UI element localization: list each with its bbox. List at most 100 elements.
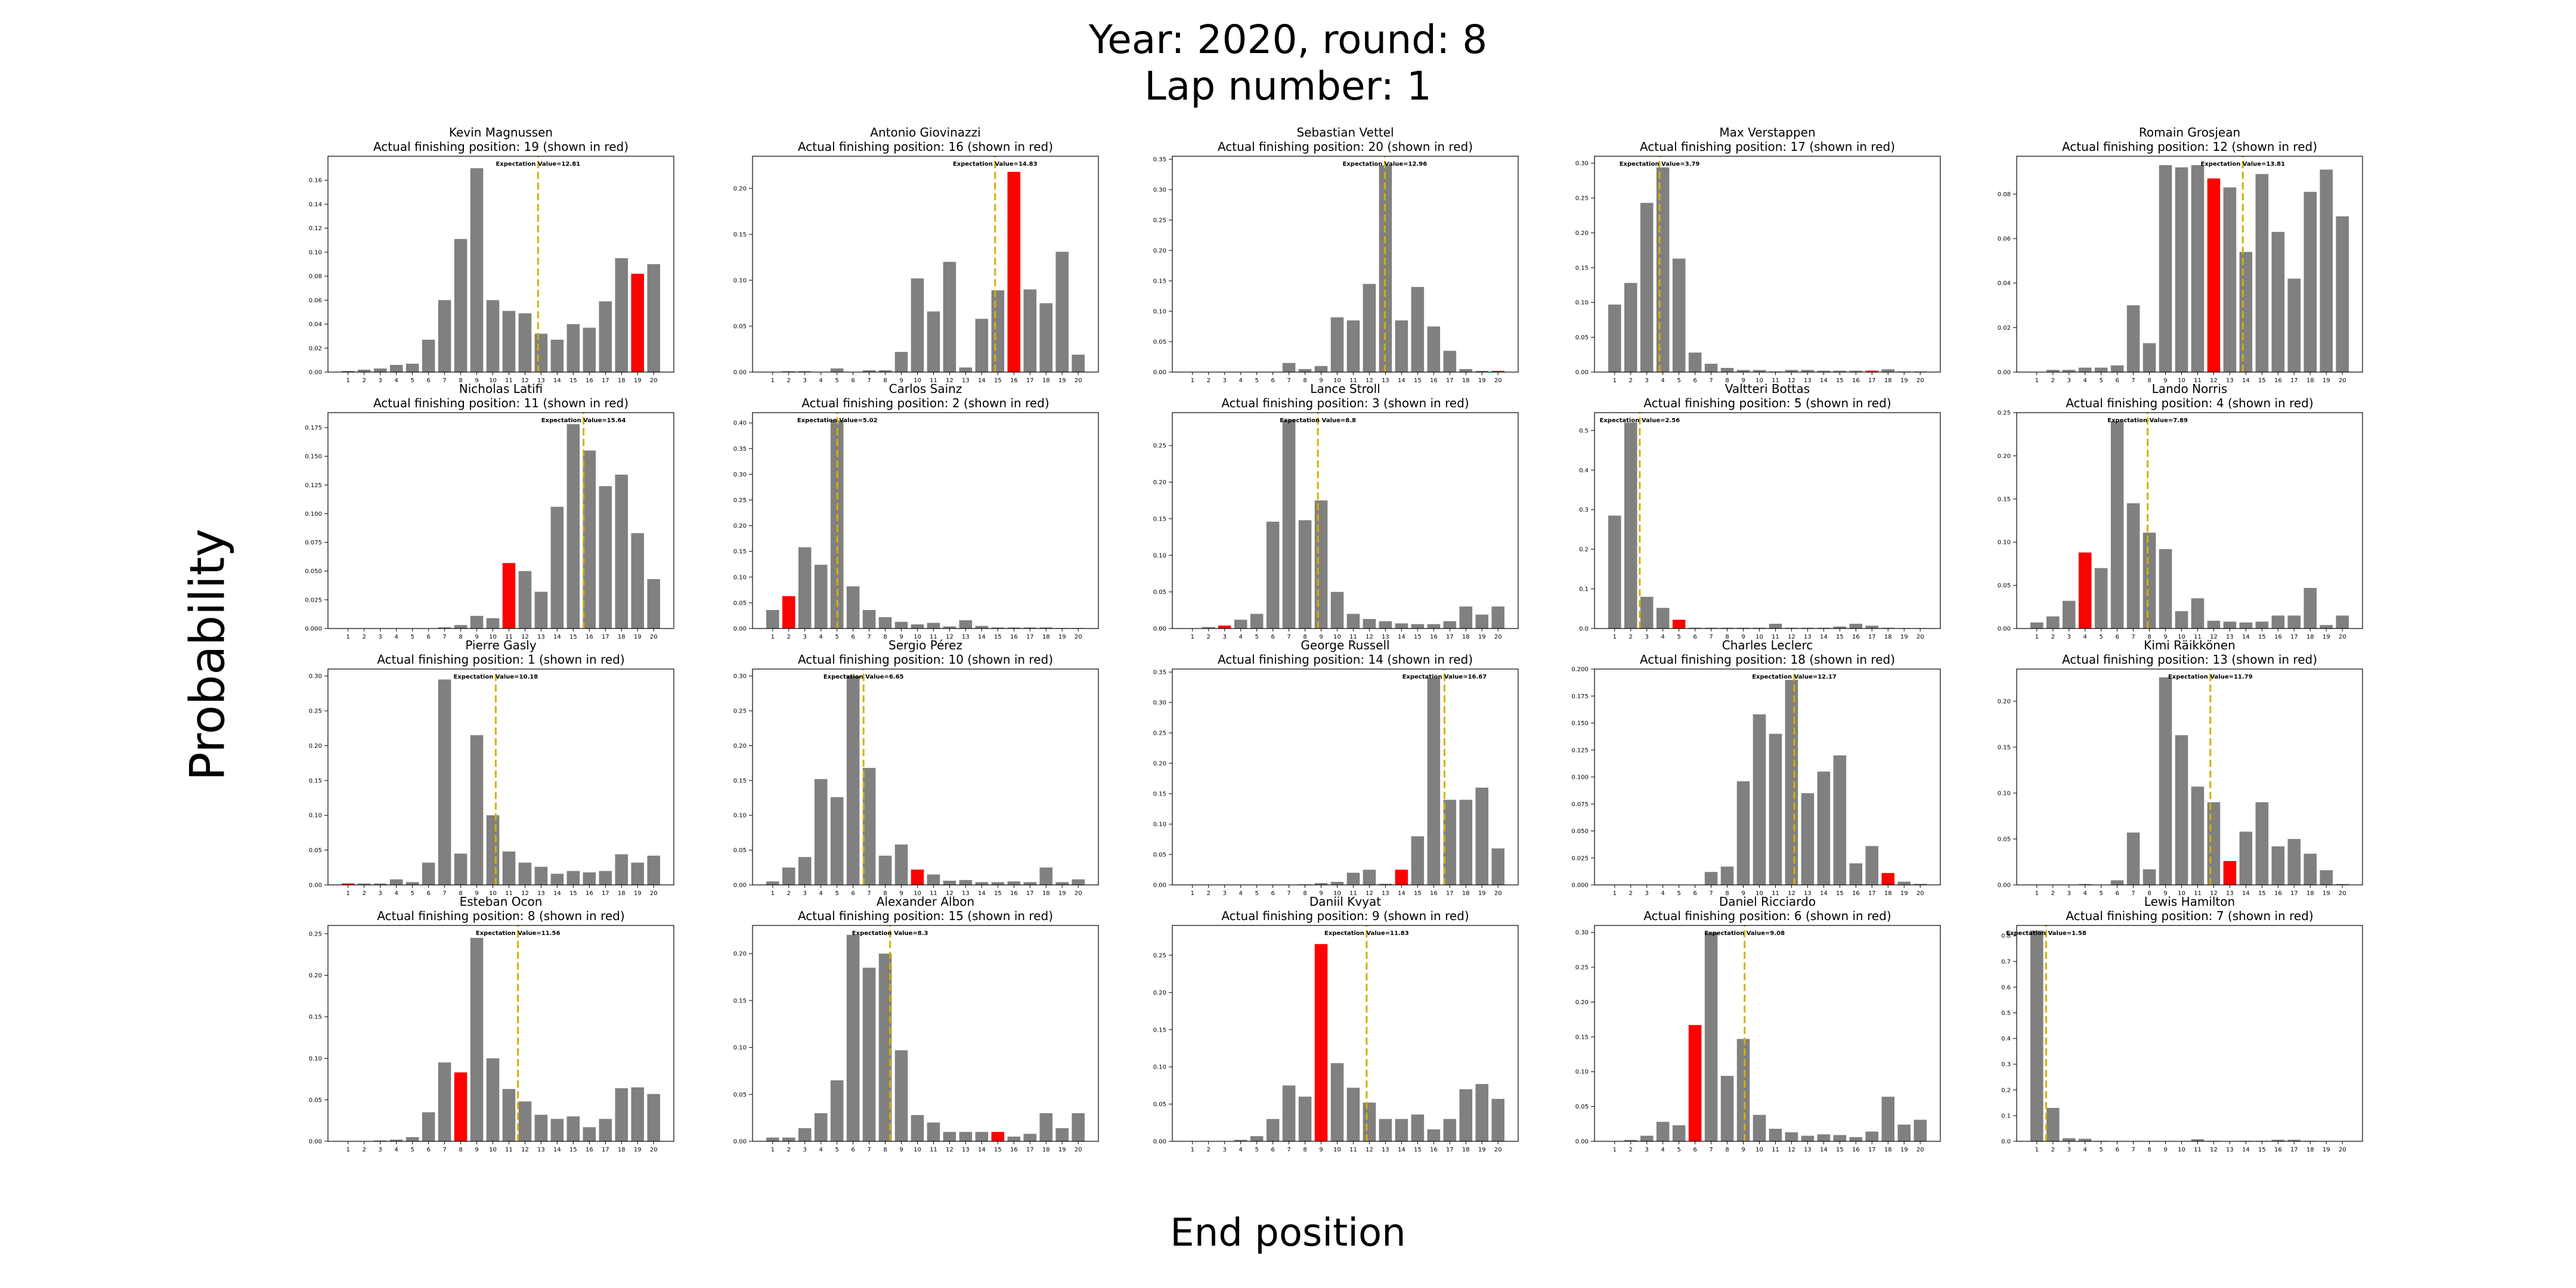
probability-bar bbox=[566, 324, 580, 372]
x-tick-label: 4 bbox=[395, 377, 398, 384]
x-tick-label: 6 bbox=[1693, 634, 1696, 640]
chart-panel: Kimi Räikkönen Actual finishing position:… bbox=[1998, 638, 2363, 897]
expectation-label: Expectation Value=8.3 bbox=[852, 930, 928, 937]
figure-title-line-2: Lap number: 1 bbox=[1144, 63, 1432, 109]
x-tick-label: 8 bbox=[2147, 377, 2151, 384]
panel-subtitle: Actual finishing position: 10 (shown in … bbox=[797, 652, 1054, 667]
x-tick-label: 6 bbox=[426, 377, 430, 384]
x-tick-label: 9 bbox=[2163, 1147, 2167, 1153]
x-tick-label: 2 bbox=[2051, 890, 2055, 897]
x-tick-label: 7 bbox=[1709, 890, 1713, 897]
x-tick-label: 8 bbox=[459, 890, 462, 897]
x-tick-label: 15 bbox=[1836, 377, 1844, 384]
probability-bar bbox=[1411, 624, 1425, 628]
driver-name: Romain Grosjean bbox=[2138, 125, 2241, 140]
x-tick-label: 3 bbox=[2067, 634, 2071, 640]
chart-panel: Sergio Pérez Actual finishing position: 1… bbox=[733, 638, 1099, 897]
probability-bar bbox=[959, 880, 973, 885]
probability-bar bbox=[1849, 1137, 1863, 1141]
probability-bar bbox=[631, 862, 645, 885]
probability-bar bbox=[1330, 592, 1344, 628]
x-tick-label: 15 bbox=[1414, 634, 1422, 640]
x-tick-label: 2 bbox=[1207, 377, 1210, 384]
y-tick-label: 0.04 bbox=[1998, 280, 2011, 287]
probability-bar bbox=[2142, 343, 2156, 372]
expectation-label: Expectation Value=12.96 bbox=[1343, 161, 1428, 168]
x-tick-label: 4 bbox=[1661, 1147, 1665, 1153]
chart-panel: Lewis Hamilton Actual finishing position:… bbox=[2001, 894, 2363, 1153]
x-tick-label: 6 bbox=[851, 890, 854, 897]
x-tick-label: 18 bbox=[1884, 634, 1892, 640]
y-tick-label: 0.10 bbox=[309, 813, 322, 819]
probability-bar bbox=[566, 424, 580, 628]
chart-plot-area: 0.000 0.025 0.050 0.075 0.100 0.125 0.150 0.175… bbox=[305, 412, 674, 640]
probability-bar bbox=[550, 339, 564, 372]
x-tick-label: 4 bbox=[2083, 634, 2087, 640]
chart-panel: Valtteri Bottas Actual finishing position… bbox=[1579, 382, 1941, 640]
y-tick-label: 0.10 bbox=[1153, 1064, 1166, 1071]
probability-bar bbox=[1769, 1128, 1782, 1141]
x-tick-label: 10 bbox=[1333, 377, 1341, 384]
x-tick-label: 10 bbox=[489, 1147, 497, 1153]
panel-subtitle: Actual finishing position: 8 (shown in r… bbox=[377, 909, 625, 923]
x-tick-label: 7 bbox=[2131, 890, 2135, 897]
x-tick-label: 19 bbox=[1058, 377, 1066, 384]
y-tick-label: 0.20 bbox=[1575, 999, 1589, 1006]
probability-bar bbox=[1234, 620, 1247, 628]
actual-position-bar bbox=[1218, 626, 1231, 628]
x-tick-label: 8 bbox=[883, 634, 887, 640]
x-tick-label: 19 bbox=[1058, 890, 1066, 897]
probability-bar bbox=[518, 1101, 532, 1141]
probability-bar bbox=[1881, 1097, 1895, 1141]
y-tick-label: 0.15 bbox=[309, 778, 322, 784]
probability-bar bbox=[550, 874, 564, 885]
plot-frame bbox=[2016, 925, 2363, 1142]
x-tick-label: 17 bbox=[1026, 377, 1034, 384]
x-tick-label: 10 bbox=[2178, 1147, 2185, 1153]
x-tick-label: 6 bbox=[426, 634, 430, 640]
x-tick-label: 3 bbox=[379, 634, 382, 640]
actual-position-bar bbox=[1865, 370, 1879, 372]
probability-bar bbox=[534, 866, 548, 885]
y-tick-label: 0.14 bbox=[309, 202, 322, 208]
x-tick-label: 16 bbox=[1852, 890, 1860, 897]
probability-bar bbox=[1640, 1135, 1654, 1141]
plot-frame bbox=[752, 156, 1099, 373]
panel-title: Valtteri Bottas Actual finishing position… bbox=[1594, 382, 1940, 410]
x-tick-label: 7 bbox=[2131, 634, 2135, 640]
x-tick-label: 7 bbox=[442, 634, 446, 640]
probability-bar bbox=[2271, 231, 2285, 372]
x-tick-label: 12 bbox=[946, 890, 953, 897]
y-tick-label: 0.05 bbox=[733, 1092, 747, 1098]
probability-bar bbox=[1688, 352, 1702, 372]
x-tick-label: 3 bbox=[803, 377, 807, 384]
probability-bar bbox=[1346, 872, 1360, 885]
y-tick-label: 0.05 bbox=[1575, 1104, 1589, 1110]
probability-bar bbox=[894, 1050, 908, 1141]
x-tick-label: 10 bbox=[1755, 890, 1763, 897]
x-tick-label: 8 bbox=[1725, 890, 1729, 897]
x-tick-label: 15 bbox=[1414, 377, 1422, 384]
probability-bar bbox=[1427, 624, 1441, 628]
driver-name: Esteban Ocon bbox=[459, 894, 543, 909]
x-tick-label: 3 bbox=[1223, 377, 1227, 384]
x-tick-label: 16 bbox=[586, 1147, 593, 1153]
x-tick-label: 4 bbox=[2083, 890, 2087, 897]
actual-position-bar bbox=[782, 596, 795, 628]
probability-bar bbox=[830, 420, 844, 628]
y-tick-label: 0.075 bbox=[305, 540, 322, 546]
probability-bar bbox=[1753, 714, 1766, 885]
panel-subtitle: Actual finishing position: 4 (shown in r… bbox=[2066, 396, 2314, 410]
x-tick-label: 3 bbox=[1645, 890, 1649, 897]
probability-bar bbox=[991, 627, 1005, 628]
panel-subtitle: Actual finishing position: 15 (shown in … bbox=[797, 909, 1054, 923]
y-tick-label: 0.00 bbox=[1153, 1139, 1166, 1145]
probability-bar bbox=[1656, 608, 1670, 628]
chart-panel: Daniil Kvyat Actual finishing position: 9… bbox=[1153, 894, 1519, 1153]
x-tick-label: 9 bbox=[1741, 890, 1745, 897]
probability-bar bbox=[631, 1087, 645, 1141]
x-tick-label: 4 bbox=[395, 1147, 398, 1153]
x-tick-label: 11 bbox=[2194, 634, 2202, 640]
x-tick-label: 13 bbox=[2226, 377, 2234, 384]
x-tick-label: 7 bbox=[442, 377, 446, 384]
